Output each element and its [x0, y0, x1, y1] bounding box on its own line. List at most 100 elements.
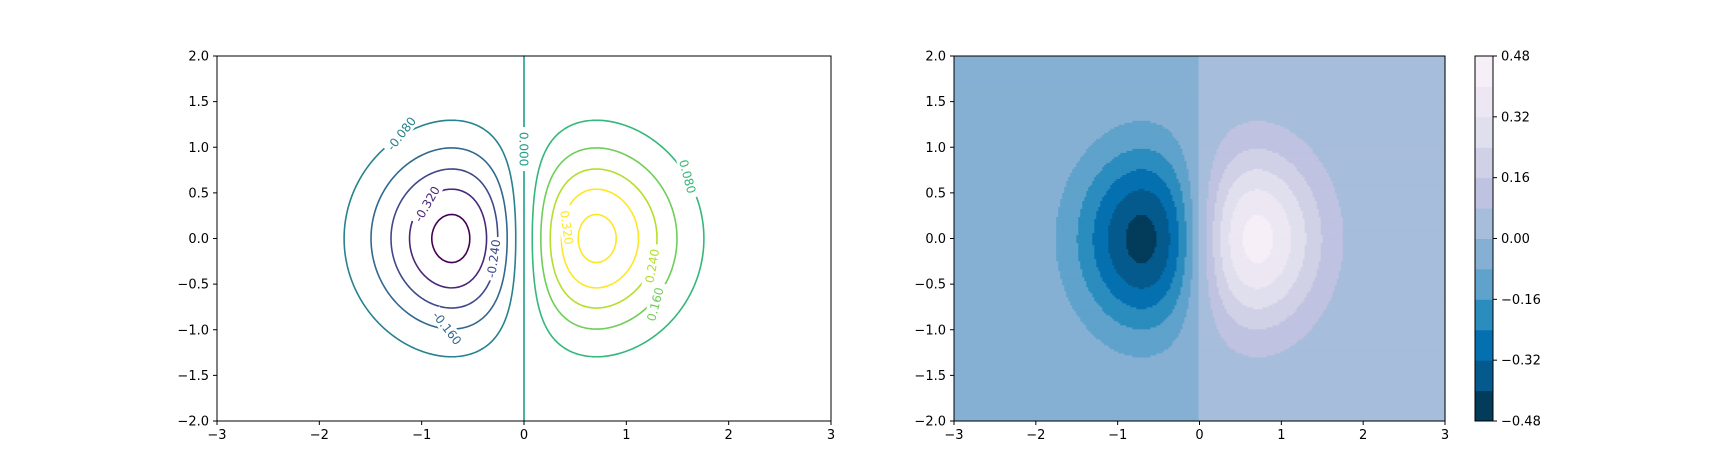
fill-cell: [954, 180, 1067, 183]
fill-cell: [1178, 222, 1188, 226]
fill-cell: [1214, 218, 1224, 222]
fill-cell: [1340, 264, 1446, 268]
fill-cell: [954, 106, 1200, 109]
fill-cell: [1320, 258, 1344, 262]
fill-cell: [1198, 334, 1222, 338]
fill-cell: [1170, 130, 1200, 133]
fill-cell: [1328, 174, 1446, 177]
fill-cell: [1198, 74, 1446, 77]
fill-cell: [1284, 156, 1320, 159]
fill-cell: [1206, 204, 1216, 208]
contour-label-bg: [675, 153, 701, 200]
fill-cell: [1198, 376, 1446, 380]
fill-cell: [1164, 208, 1178, 212]
fill-cell: [1262, 168, 1298, 171]
fill-cell: [1078, 218, 1095, 222]
fill-cell: [1218, 330, 1310, 334]
fill-cell: [1134, 216, 1149, 220]
fill-cell: [1102, 196, 1125, 199]
fill-cell: [1240, 278, 1276, 282]
fill-cell: [1316, 270, 1340, 274]
fill-cell: [1226, 276, 1240, 280]
fill-cell: [1056, 256, 1079, 260]
fill-cell: [1208, 288, 1220, 292]
fill-cell: [1098, 172, 1127, 175]
fill-cell: [1096, 214, 1113, 218]
fill-cell: [1294, 194, 1314, 197]
fill-cell: [1198, 378, 1446, 382]
fill-cell: [1198, 354, 1250, 358]
fill-cell: [1246, 304, 1270, 308]
fill-cell: [1216, 282, 1230, 286]
fill-cell: [1240, 174, 1278, 177]
fill-cell: [1198, 142, 1222, 145]
fill-cell: [1060, 198, 1085, 201]
fill-cell: [1088, 328, 1182, 332]
fill-cell: [1198, 272, 1208, 276]
fill-cell: [954, 252, 1057, 256]
fill-cell: [1218, 288, 1232, 292]
fill-cell: [1182, 190, 1192, 193]
fill-cell: [1236, 320, 1282, 324]
fill-cell: [1198, 194, 1210, 197]
fill-cell: [1086, 324, 1127, 328]
fill-cell: [1078, 314, 1111, 318]
fill-cell: [1272, 324, 1314, 328]
fill-cell: [1180, 292, 1192, 296]
fill-cell: [1184, 218, 1194, 222]
fill-cell: [1198, 208, 1208, 212]
fill-cell: [1234, 126, 1286, 129]
fill-cell: [954, 384, 1200, 388]
fill-cell: [1154, 192, 1172, 195]
fill-cell: [1186, 242, 1194, 246]
y-axis-ticks: −2.0−1.5−1.0−0.50.00.51.01.52.0: [177, 50, 217, 430]
fill-cell: [1110, 220, 1131, 224]
fill-cell: [1312, 194, 1338, 197]
fill-cell: [1224, 272, 1238, 276]
fill-cell: [1224, 304, 1248, 308]
fill-cell: [1320, 230, 1344, 234]
fill-cell: [1286, 212, 1304, 216]
fill-cell: [1086, 326, 1133, 330]
fill-cell: [1246, 170, 1270, 173]
fill-cell: [1176, 216, 1186, 220]
fill-cell: [1094, 222, 1111, 226]
fill-cell: [1296, 340, 1446, 344]
fill-cell: [1198, 366, 1446, 370]
fill-cell: [1094, 250, 1109, 254]
fill-cell: [1110, 184, 1168, 187]
fill-cell: [954, 68, 1200, 71]
fill-cell: [1304, 178, 1332, 181]
fill-cell: [1222, 256, 1232, 260]
fill-cell: [1160, 274, 1176, 278]
fill-cell: [954, 212, 1059, 216]
fill-cell: [1096, 336, 1178, 340]
fill-cell: [954, 284, 1065, 288]
colorbar-band: [1475, 208, 1493, 239]
fill-cell: [1294, 280, 1314, 284]
fill-cell: [1206, 202, 1216, 206]
fill-cell: [1310, 188, 1336, 191]
y-axis-ticks: −2.0−1.5−1.0−0.50.00.51.01.52.0: [914, 50, 954, 430]
fill-cell: [1226, 342, 1296, 346]
fill-cell: [1192, 224, 1200, 228]
fill-cell: [1056, 232, 1079, 236]
fill-cell: [1198, 166, 1214, 169]
fill-cell: [1192, 246, 1200, 250]
fill-cell: [1192, 248, 1200, 252]
fill-cell: [954, 388, 1200, 392]
fill-cell: [1186, 250, 1194, 254]
fill-cell: [1108, 188, 1139, 191]
fill-cell: [954, 190, 1065, 193]
fill-cell: [1206, 214, 1216, 218]
fill-cell: [1236, 270, 1284, 274]
colorbar-tick-label: 0.48: [1501, 50, 1530, 65]
fill-cell: [1198, 76, 1446, 79]
fill-cell: [1198, 348, 1236, 352]
fill-cell: [1108, 236, 1127, 240]
fill-cell: [954, 370, 1200, 374]
fill-cell: [1334, 288, 1446, 292]
fill-cell: [954, 130, 1109, 133]
fill-cell: [1172, 340, 1200, 344]
fill-cell: [1216, 152, 1240, 155]
